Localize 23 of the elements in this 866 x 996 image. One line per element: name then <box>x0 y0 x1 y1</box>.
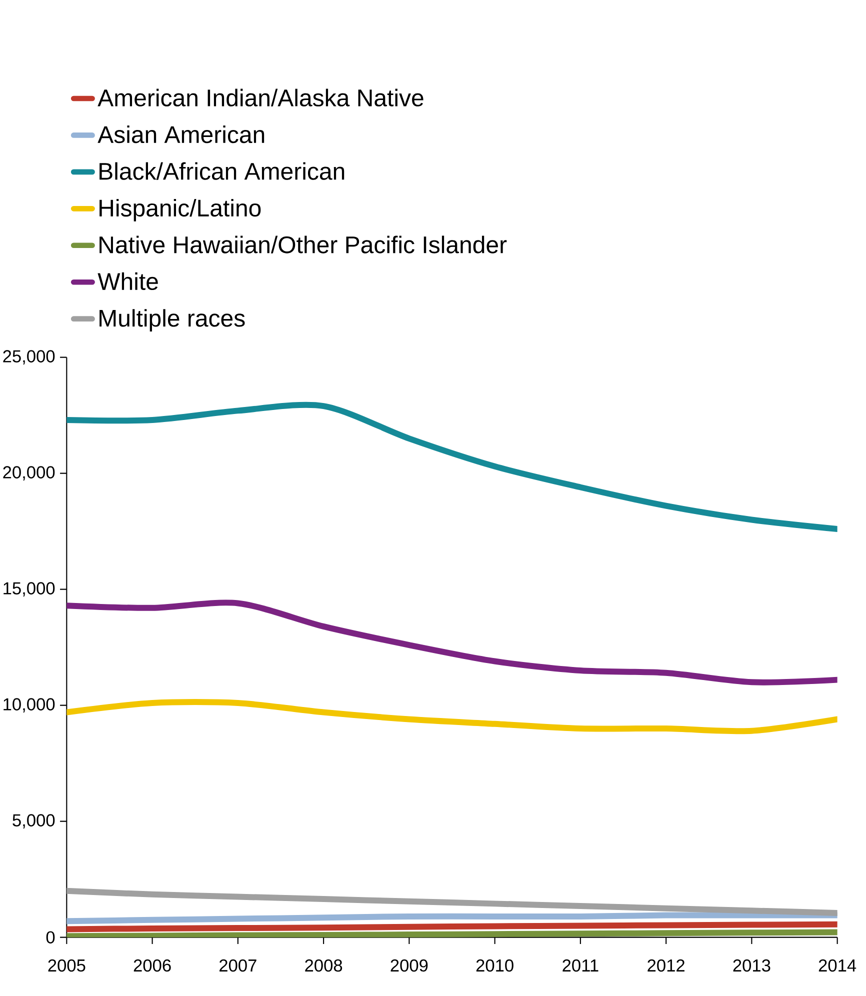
x-tick-label: 2009 <box>390 959 428 972</box>
y-tick-label: 20,000 <box>3 466 55 480</box>
x-tick-label: 2006 <box>134 959 171 972</box>
x-tick-label: 2014 <box>818 959 856 972</box>
legend-label: Native Hawaiian/Other Pacific Islander <box>100 236 507 254</box>
legend-label: White <box>98 272 158 290</box>
legend-label: Asian American <box>98 126 264 144</box>
x-tick-label: 2005 <box>48 959 86 972</box>
y-tick-label: 5,000 <box>12 814 55 828</box>
x-tick-label: 2007 <box>220 959 256 972</box>
y-tick-label: 10,000 <box>4 698 55 712</box>
legend-label: Multiple races <box>100 309 245 332</box>
x-tick-label: 2010 <box>476 959 514 972</box>
y-tick-label: 25,000 <box>3 350 55 364</box>
legend-label: Hispanic/Latino <box>100 198 261 222</box>
legend-label: Black/African American <box>100 162 344 180</box>
x-tick-label: 2012 <box>648 959 684 972</box>
legend-label: American Indian/Alaska Native <box>98 88 424 106</box>
x-tick-label: 2008 <box>305 959 342 972</box>
x-tick-label: 2011 <box>562 959 598 972</box>
x-tick-label: 2013 <box>733 959 770 972</box>
y-tick-label: 15,000 <box>4 582 55 596</box>
y-tick-label: 0 <box>46 931 55 944</box>
